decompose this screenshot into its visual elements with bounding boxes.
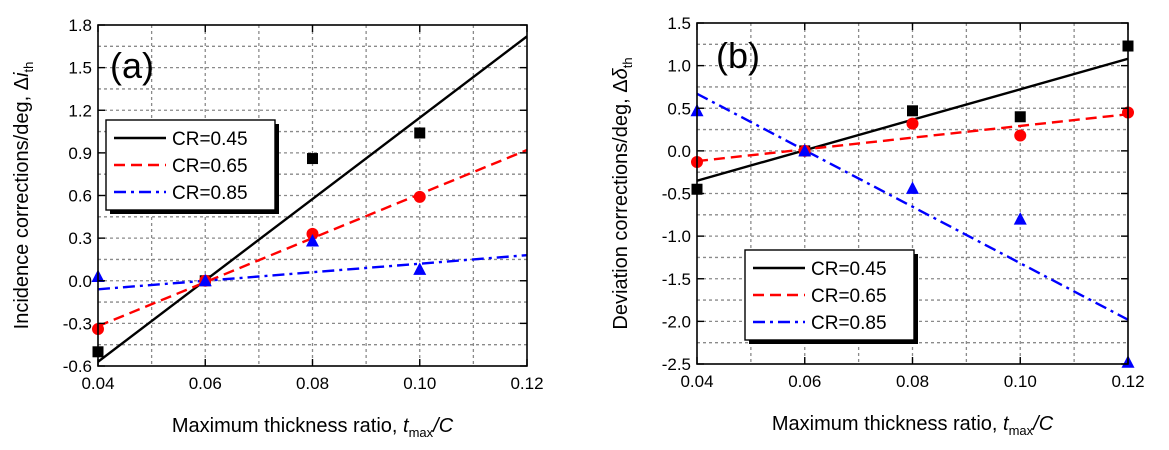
chart1-y-tick-label: 0.5 [667,99,691,118]
chart1-y-axis-title-sub: th [620,57,635,68]
chart1-fit-line-series-1 [697,113,1128,163]
chart1-x-tick-label: 0.08 [896,372,929,391]
chart0-y-tick-label: 0.3 [68,229,92,248]
chart1-x-tick-label: 0.04 [680,372,713,391]
chart1-series-2-point-1 [798,143,812,157]
chart1-legend-label-series-1: CR=0.65 [811,286,887,307]
chart0-markers [91,127,427,358]
chart0-x-axis-title-sub: max [409,425,434,440]
chart1-series-1-point-2 [906,117,919,130]
chart0-y-tick-label: -0.6 [63,357,92,376]
chart0-series-2-point-2 [306,233,319,247]
chart1-y-tick-label: -0.5 [662,185,691,204]
chart1-x-axis-title-var: t [1003,413,1010,435]
chart0-series-0-point-3 [414,127,426,139]
chart0-y-tick-label: 0.6 [68,187,92,206]
chart1-y-axis-title-var: δ [610,67,632,79]
chart0-x-tick-label: 0.10 [403,374,436,393]
chart0-y-tick-label: 0.9 [68,144,92,163]
chart1-series-0-point-2 [907,105,918,117]
chart1-x-axis-title-text: Maximum thickness ratio, [772,413,1003,435]
chart0-x-tick-label: 0.06 [189,374,222,393]
chart0-y-axis-title-var: i [11,72,33,77]
chart1-ticks [696,22,1129,365]
chart-panel-b: 0.04 0.06 0.08 0.10 0.12 -2.5 -2.0 -1.5 -1.0 -0.5… [610,14,1145,438]
chart0-x-axis-title: Maximum thickness ratio, tmax/C [172,415,454,440]
chart1-y-tick-label: -1.0 [662,227,691,246]
chart1-x-axis-title-sub: max [1009,423,1034,438]
chart1-y-tick-label: -1.5 [662,270,691,289]
chart1-legend-label-series-2: CR=0.85 [811,313,887,334]
chart0-series-1-point-2 [306,227,319,240]
chart0-series-1-point-3 [413,190,426,203]
chart0-y-tick-label: -0.3 [63,314,92,333]
chart0-y-tick-label: 1.2 [68,101,92,120]
chart1-legend-label-series-0: CR=0.45 [811,259,887,280]
chart0-y-tick-label: 1.8 [68,16,92,35]
chart0-fit-line-series-0 [98,35,527,363]
chart1-y-tick-label: -2.5 [662,355,691,374]
chart1-x-tick-label: 0.06 [788,372,821,391]
chart0-x-axis-title-text: Maximum thickness ratio, [172,415,403,437]
chart0-series-2-point-3 [413,262,427,275]
chart0-legend-label-series-0: CR=0.45 [172,129,248,150]
chart0-legend-label-series-2: CR=0.85 [172,183,248,204]
chart1-series-1-point-3 [1014,129,1027,142]
chart1-y-tick-label: -2.0 [662,312,691,331]
chart-panel-a: 0.04 0.06 0.08 0.10 0.12 -0.6 -0.3 0.0 0.3 0.6 0.9… [11,16,544,440]
chart0-ticks [97,24,528,367]
chart1-x-axis-title-tail: /C [1031,413,1054,435]
chart0-x-tick-label: 0.08 [296,374,329,393]
chart0-fit-line-series-2 [98,253,527,291]
chart1-series-2-point-3 [1013,212,1027,225]
chart0-legend: CR=0.45 CR=0.65 CR=0.85 [105,119,279,214]
chart1-y-axis-title-text: Deviation corrections/deg, Δ [610,79,632,329]
chart1-series-0-point-3 [1014,111,1026,123]
chart1-y-axis-title: Deviation corrections/deg, Δδth [610,57,635,329]
chart0-x-axis-title-var: t [403,415,410,437]
chart1-series-2-point-2 [906,181,919,194]
chart0-y-tick-label: 0.0 [68,272,92,291]
chart1-y-tick-label: 1.0 [667,57,691,76]
chart1-panel-label: (b) [716,35,760,76]
chart0-series-2-point-1 [198,273,212,287]
chart0-y-tick-label: 1.5 [68,59,92,78]
chart1-x-tick-label: 0.10 [1004,372,1037,391]
chart0-x-tick-label: 0.04 [81,374,114,393]
chart1-x-tick-label: 0.12 [1111,372,1144,391]
chart1-y-tick-label: 0.0 [667,142,691,161]
chart1-legend: CR=0.45 CR=0.65 CR=0.85 [744,249,918,344]
chart0-x-tick-label: 0.12 [510,374,543,393]
chart0-x-axis-title-tail: /C [431,415,454,437]
chart1-y-tick-label: 1.5 [667,14,691,33]
chart0-series-0-point-2 [307,153,318,165]
chart0-y-axis-title-sub: th [21,62,36,73]
chart1-fit-line-series-2 [697,92,1128,321]
chart1-x-axis-title: Maximum thickness ratio, tmax/C [772,413,1054,438]
chart0-y-axis-title-text: Incidence corrections/deg, Δ [11,77,33,329]
chart0-panel-label: (a) [110,45,154,86]
chart0-y-axis-title: Incidence corrections/deg, Δith [11,62,36,330]
chart0-legend-label-series-1: CR=0.65 [172,156,248,177]
